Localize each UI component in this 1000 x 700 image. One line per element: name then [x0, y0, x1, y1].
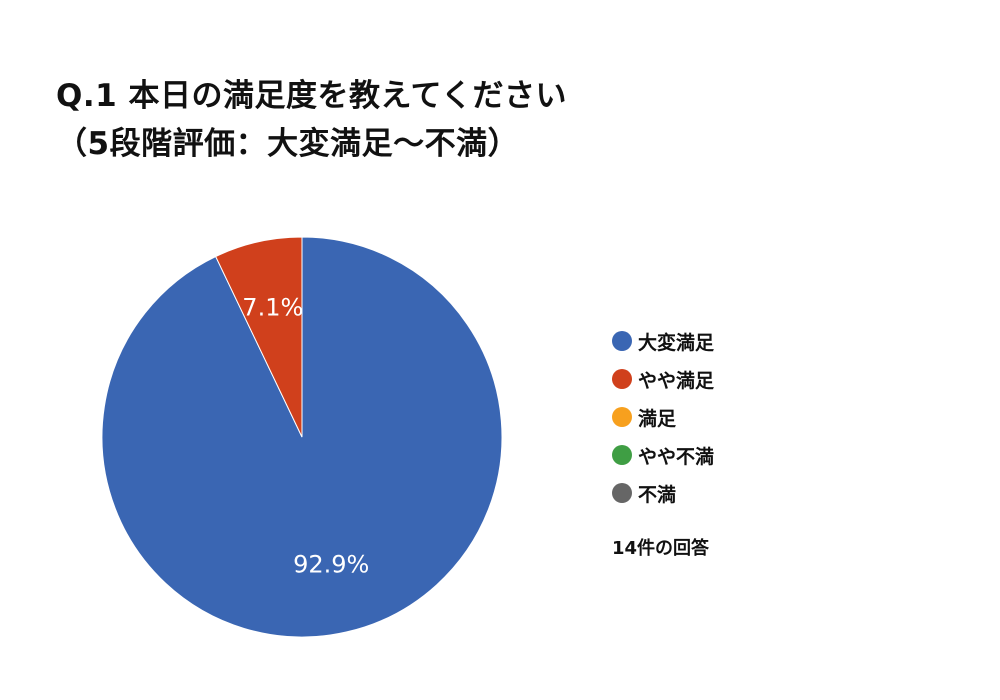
legend-item-2[interactable]: 満足 [612, 398, 714, 436]
legend-label: 不満 [638, 483, 677, 506]
legend-item-3[interactable]: やや不満 [612, 436, 714, 474]
chart-legend: 大変満足 やや満足 満足 やや不満 不満 [612, 322, 714, 512]
pie-data-labels: 92.9% 7.1% [242, 293, 369, 578]
legend-label: 大変満足 [638, 331, 715, 354]
chart-title-line-1: Q.1 本日の満足度を教えてください [56, 78, 568, 114]
pie-data-label-1: 7.1% [242, 293, 303, 321]
legend-item-1[interactable]: やや満足 [612, 360, 714, 398]
chart-title: Q.1 本日の満足度を教えてください （5段階評価：大変満足〜不満） [56, 72, 956, 168]
response-count: 14件の回答 [612, 538, 710, 559]
pie-slices [101, 236, 503, 638]
chart-title-line-2: （5段階評価：大変満足〜不満） [56, 126, 520, 162]
pie-slice-1[interactable] [215, 236, 303, 438]
legend-swatch-icon [612, 331, 632, 351]
legend-swatch-icon [612, 407, 632, 427]
pie-data-label-0: 92.9% [293, 551, 369, 579]
legend-label: やや満足 [638, 369, 715, 392]
legend-item-0[interactable]: 大変満足 [612, 322, 714, 360]
legend-item-4[interactable]: 不満 [612, 474, 714, 512]
legend-label: やや不満 [638, 445, 715, 468]
legend-swatch-icon [612, 483, 632, 503]
legend-label: 満足 [638, 407, 677, 430]
legend-swatch-icon [612, 369, 632, 389]
legend-swatch-icon [612, 445, 632, 465]
